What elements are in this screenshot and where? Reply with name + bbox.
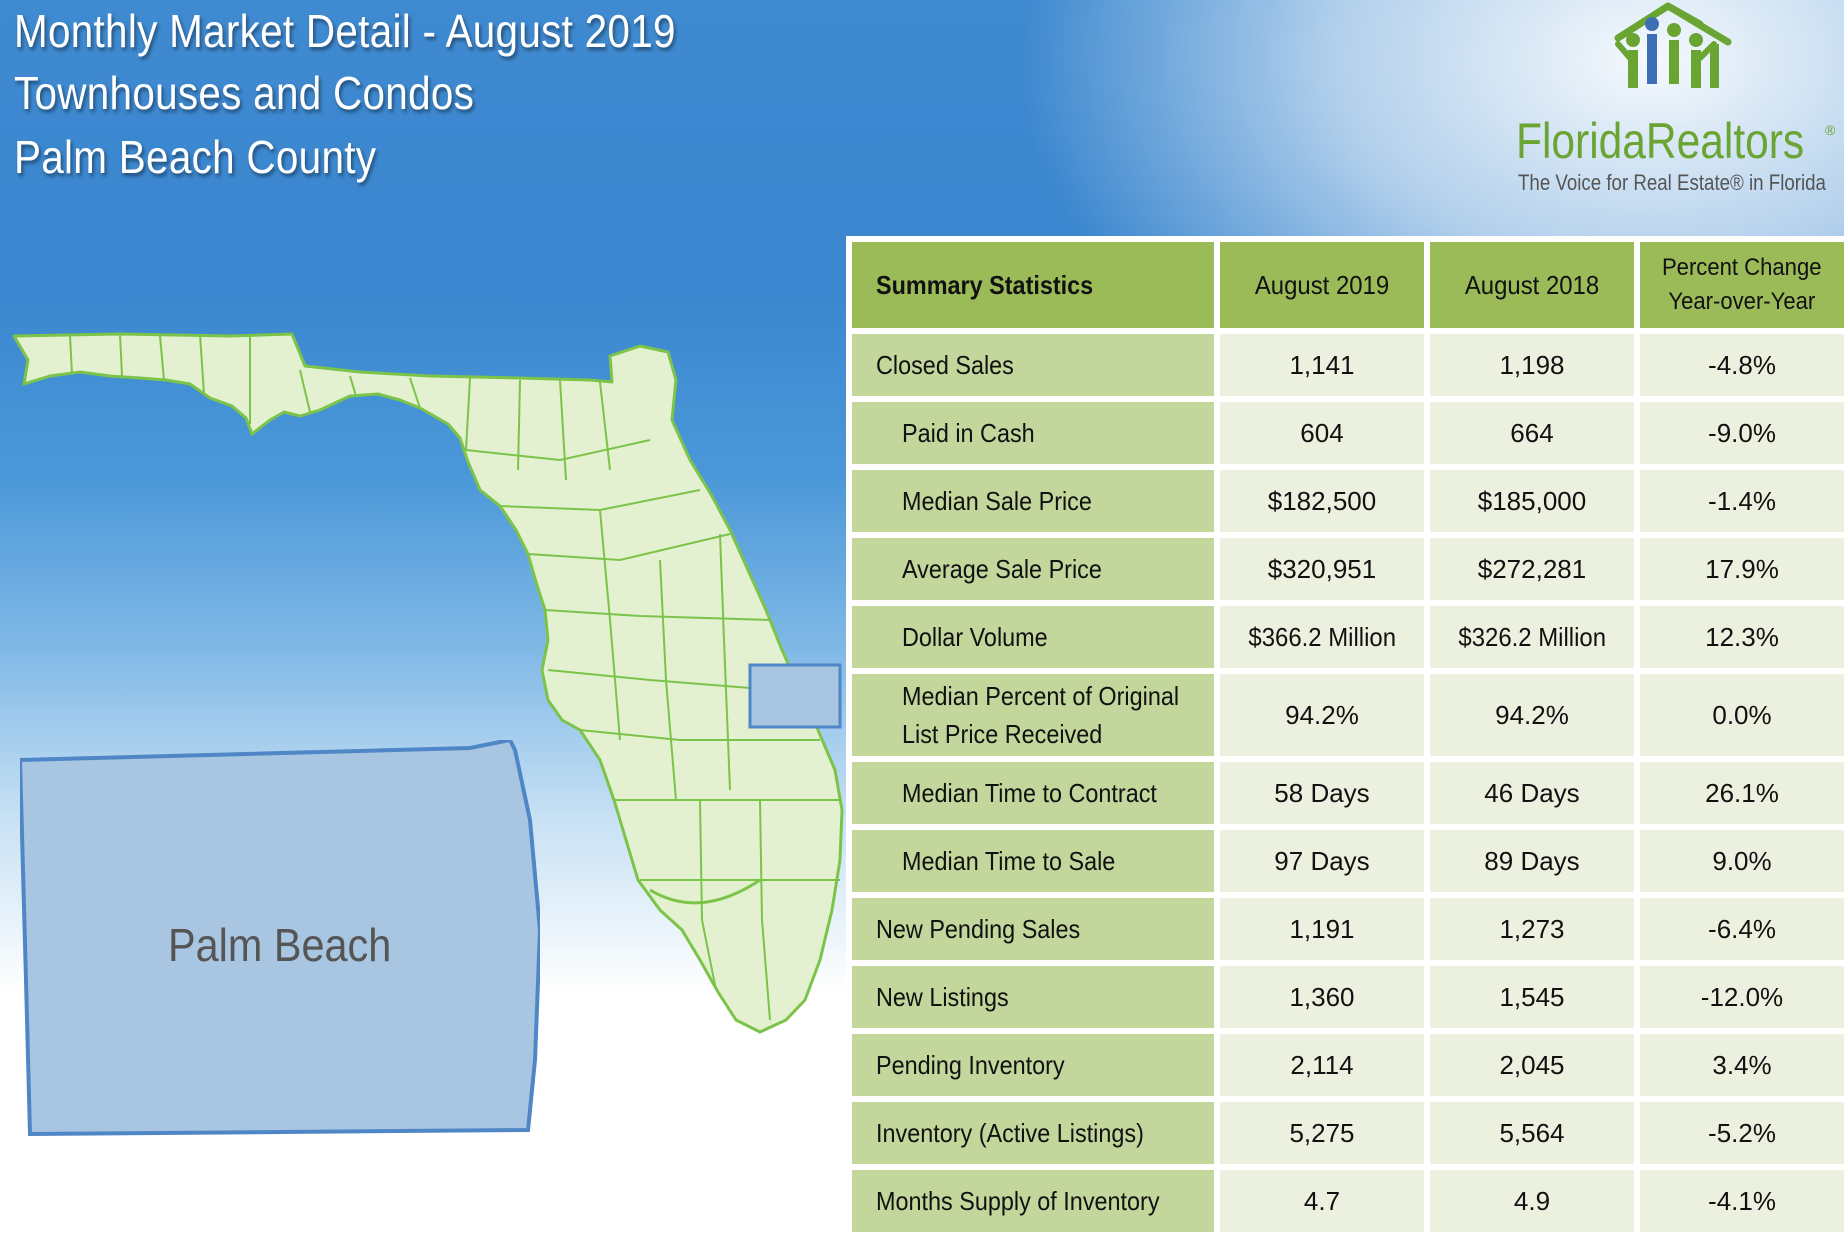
cell-current: 1,360 [1220,966,1424,1028]
summary-statistics-table: Summary Statistics August 2019 August 20… [846,236,1844,1238]
cell-change: -1.4% [1640,470,1844,532]
table-row-median-percent-list-price: Median Percent of Original List Price Rec… [852,674,1844,756]
row-label: Inventory (Active Listings) [852,1102,1214,1164]
page-subtitle-county: Palm Beach County [14,131,377,183]
row-label: Average Sale Price [852,538,1214,600]
cell-current: 4.7 [1220,1170,1424,1232]
cell-change: 12.3% [1640,606,1844,668]
cell-previous: $326.2 Million [1430,606,1634,668]
cell-previous: 4.9 [1430,1170,1634,1232]
header-percent-change: Percent Change Year-over-Year [1640,242,1844,328]
cell-current: 1,141 [1220,334,1424,396]
table-row-inventory-active-listings: Inventory (Active Listings) 5,275 5,564 … [852,1102,1844,1164]
cell-change: 0.0% [1640,674,1844,756]
cell-current: 5,275 [1220,1102,1424,1164]
row-label: Median Sale Price [852,470,1214,532]
cell-change: 9.0% [1640,830,1844,892]
cell-change: -12.0% [1640,966,1844,1028]
palm-beach-highlight [748,663,842,729]
logo-registered-mark: ® [1825,122,1836,138]
cell-current: 58 Days [1220,762,1424,824]
cell-previous: 1,198 [1430,334,1634,396]
row-label: Median Time to Contract [852,762,1214,824]
palm-beach-county-shape [20,740,540,1137]
cell-previous: 46 Days [1430,762,1634,824]
header-previous-period: August 2018 [1430,242,1634,328]
county-borders [69,333,840,1021]
cell-change: -4.8% [1640,334,1844,396]
table-row-dollar-volume: Dollar Volume $366.2 Million $326.2 Mill… [852,606,1844,668]
cell-change: -9.0% [1640,402,1844,464]
cell-current: $320,951 [1220,538,1424,600]
table-header-row: Summary Statistics August 2019 August 20… [852,242,1844,328]
row-label: New Pending Sales [852,898,1214,960]
cell-current: $182,500 [1220,470,1424,532]
table-row-median-time-to-contract: Median Time to Contract 58 Days 46 Days … [852,762,1844,824]
header-current-period: August 2019 [1220,242,1424,328]
cell-previous: 664 [1430,402,1634,464]
logo-tagline: The Voice for Real Estate® in Florida [1518,170,1826,195]
cell-current: 604 [1220,402,1424,464]
cell-previous: 89 Days [1430,830,1634,892]
table-row-new-listings: New Listings 1,360 1,545 -12.0% [852,966,1844,1028]
cell-current: 97 Days [1220,830,1424,892]
cell-previous: 2,045 [1430,1034,1634,1096]
cell-previous: 5,564 [1430,1102,1634,1164]
table-row-months-supply: Months Supply of Inventory 4.7 4.9 -4.1% [852,1170,1844,1232]
table-row-paid-in-cash: Paid in Cash 604 664 -9.0% [852,402,1844,464]
logo-brand-text: FloridaRealtors [1516,113,1805,169]
cell-change: 17.9% [1640,538,1844,600]
florida-state-shape [12,332,844,1034]
table-row-pending-inventory: Pending Inventory 2,114 2,045 3.4% [852,1034,1844,1096]
row-label: Median Time to Sale [852,830,1214,892]
cell-previous: 1,545 [1430,966,1634,1028]
cell-change: 3.4% [1640,1034,1844,1096]
row-label: Pending Inventory [852,1034,1214,1096]
cell-change: -6.4% [1640,898,1844,960]
row-label: Median Percent of Original List Price Rec… [852,674,1214,756]
table-row-average-sale-price: Average Sale Price $320,951 $272,281 17.… [852,538,1844,600]
header-summary-statistics: Summary Statistics [852,242,1214,328]
row-label: New Listings [852,966,1214,1028]
table-row-median-time-to-sale: Median Time to Sale 97 Days 89 Days 9.0% [852,830,1844,892]
florida-realtors-logo-icon [1614,2,1732,88]
cell-current: 1,191 [1220,898,1424,960]
cell-previous: 1,273 [1430,898,1634,960]
cell-change: -5.2% [1640,1102,1844,1164]
row-label: Months Supply of Inventory [852,1170,1214,1232]
cell-current: $366.2 Million [1220,606,1424,668]
cell-change: 26.1% [1640,762,1844,824]
cell-current: 2,114 [1220,1034,1424,1096]
cell-current: 94.2% [1220,674,1424,756]
florida-keys [649,878,761,905]
row-label: Paid in Cash [852,402,1214,464]
cell-change: -4.1% [1640,1170,1844,1232]
page-title: Monthly Market Detail - August 2019 [14,5,676,57]
cell-previous: $185,000 [1430,470,1634,532]
cell-previous: 94.2% [1430,674,1634,756]
row-label: Dollar Volume [852,606,1214,668]
cell-previous: $272,281 [1430,538,1634,600]
row-label: Closed Sales [852,334,1214,396]
florida-county-map [12,332,844,1034]
table-row-closed-sales: Closed Sales 1,141 1,198 -4.8% [852,334,1844,396]
county-label: Palm Beach [168,919,392,971]
table-row-new-pending-sales: New Pending Sales 1,191 1,273 -6.4% [852,898,1844,960]
table-row-median-sale-price: Median Sale Price $182,500 $185,000 -1.4… [852,470,1844,532]
page-subtitle-property-type: Townhouses and Condos [14,67,475,119]
